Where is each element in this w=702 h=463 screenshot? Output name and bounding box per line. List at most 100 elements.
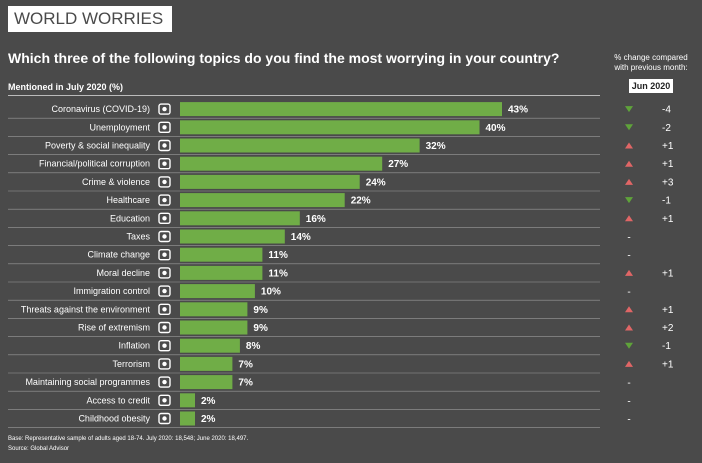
luggage-icon-shape [158, 285, 171, 297]
bar [180, 338, 240, 353]
hands-icon-dot [162, 379, 167, 385]
value-label: 2% [201, 414, 216, 425]
value-label: 7% [238, 378, 253, 389]
biohazard-icon [158, 103, 171, 115]
person-icon-shape [158, 139, 171, 152]
ambulance-icon-shape [158, 194, 171, 206]
value-label: 11% [268, 250, 288, 261]
change-value: +2 [662, 323, 674, 334]
extremist-icon-shape [158, 321, 171, 334]
graduation-cap-icon-shape [158, 212, 171, 225]
person-icon [158, 139, 171, 152]
value-label: 8% [246, 341, 261, 352]
value-label: 9% [253, 323, 268, 334]
change-up-arrow-icon [625, 160, 633, 167]
mentioned-label: Mentioned in July 2020 (%) [8, 82, 124, 92]
child-icon [158, 412, 171, 425]
category-label: Inflation [118, 341, 150, 351]
factory-icon-shape [158, 303, 171, 315]
category-label: Childhood obesity [78, 414, 150, 424]
crosshair-icon-dot [162, 361, 167, 367]
inflation-chart-icon [158, 340, 171, 352]
fight-icon-dot [162, 270, 167, 276]
graduation-cap-icon [158, 212, 171, 225]
change-value: - [627, 251, 630, 262]
bar [180, 247, 263, 262]
change-value: -4 [662, 105, 671, 116]
value-label: 32% [426, 141, 446, 152]
bar [180, 356, 233, 371]
value-label: 14% [291, 232, 311, 243]
category-label: Threats against the environment [21, 304, 151, 314]
change-down-arrow-icon [625, 106, 633, 113]
fight-icon [158, 267, 171, 279]
change-up-arrow-icon [625, 269, 633, 276]
category-label: Immigration control [73, 286, 150, 296]
money-icon [158, 230, 171, 243]
biohazard-icon-shape [158, 103, 171, 115]
value-label: 27% [388, 159, 408, 170]
money-icon-dot [162, 234, 167, 239]
factory-icon [158, 303, 171, 315]
bar [180, 193, 345, 208]
category-label: Crime & violence [82, 177, 150, 187]
worker-icon [158, 121, 171, 134]
hand-money-icon-shape [158, 157, 171, 170]
extremist-icon [158, 321, 171, 334]
question-text: Which three of the following topics do y… [8, 50, 560, 66]
change-value: -1 [662, 196, 671, 207]
value-label: 10% [261, 287, 281, 298]
value-label: 9% [253, 305, 268, 316]
money-icon-shape [158, 230, 171, 243]
hand-money-icon [158, 157, 171, 170]
change-value: +1 [662, 141, 674, 152]
graduation-cap-icon-dot [162, 216, 167, 221]
bar [180, 174, 360, 189]
category-label: Taxes [126, 232, 150, 242]
credit-card-icon-shape [158, 394, 171, 406]
child-icon-shape [158, 412, 171, 425]
value-label: 16% [306, 214, 326, 225]
change-value: +1 [662, 268, 674, 279]
gun-icon-dot [162, 179, 167, 185]
bar [180, 211, 300, 226]
category-label: Coronavirus (COVID-19) [51, 104, 150, 114]
bar [180, 320, 248, 335]
change-value: - [627, 415, 630, 426]
category-label: Healthcare [106, 195, 150, 205]
change-value: +3 [662, 177, 674, 188]
change-value: - [627, 287, 630, 298]
category-label: Poverty & social inequality [45, 141, 151, 151]
category-label: Financial/political corruption [39, 159, 150, 169]
value-label: 43% [508, 105, 528, 116]
change-value: -1 [662, 341, 671, 352]
value-label: 22% [351, 196, 371, 207]
sun-icon [158, 248, 171, 261]
change-down-arrow-icon [625, 197, 633, 204]
change-up-arrow-icon [625, 142, 633, 149]
change-header-line2: with previous month: [614, 63, 688, 72]
category-label: Education [110, 213, 150, 223]
change-down-arrow-icon [625, 124, 633, 131]
bar [180, 411, 195, 426]
gun-icon-shape [158, 176, 171, 188]
credit-card-icon [158, 394, 171, 406]
worker-icon-dot [162, 125, 167, 130]
bar [180, 120, 480, 135]
page-title: WORLD WORRIES [8, 6, 172, 32]
category-label: Unemployment [89, 122, 150, 132]
value-label: 24% [366, 177, 386, 188]
change-value: -2 [662, 123, 671, 134]
change-value: - [627, 378, 630, 389]
category-label: Maintaining social programmes [25, 377, 150, 387]
category-label: Climate change [87, 250, 150, 260]
sun-icon-dot [162, 252, 167, 257]
bar [180, 138, 420, 153]
category-label: Terrorism [113, 359, 151, 369]
value-label: 2% [201, 396, 216, 407]
luggage-icon-dot [162, 288, 167, 294]
ambulance-icon [158, 194, 171, 206]
change-header: % change compared with previous month: [604, 53, 698, 73]
crosshair-icon-shape [158, 358, 171, 370]
